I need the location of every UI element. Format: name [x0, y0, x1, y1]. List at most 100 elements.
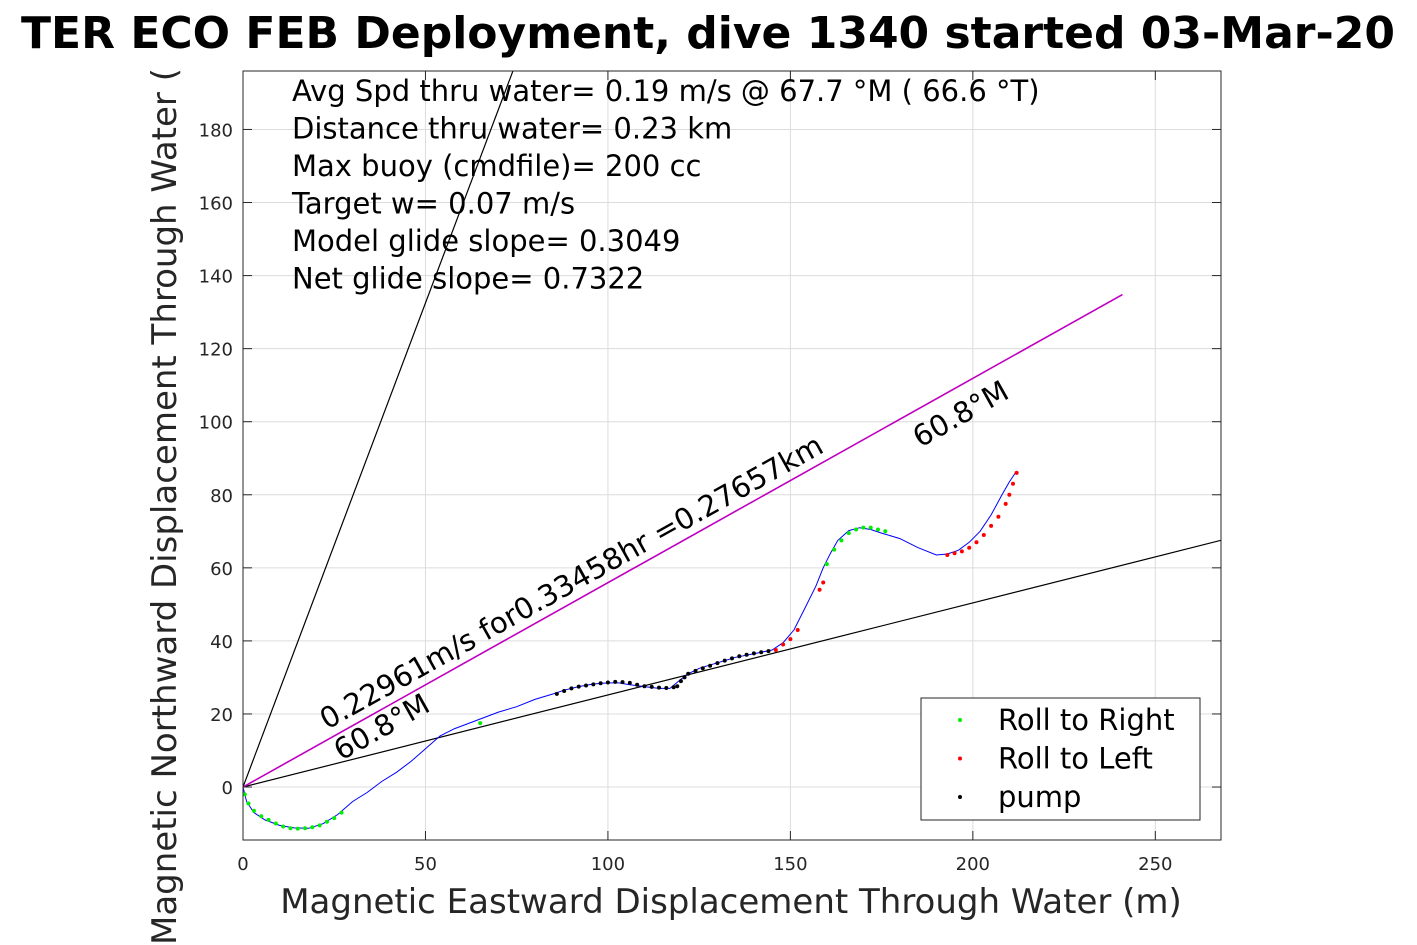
legend-label: pump — [998, 780, 1081, 814]
stats-annotation-line: Avg Spd thru water= 0.19 m/s @ 67.7 °M (… — [292, 74, 1040, 108]
chart-title: TER ECO FEB Deployment, dive 1340 starte… — [21, 8, 1395, 59]
roll-to-left-point — [952, 551, 957, 556]
y-tick-label: 180 — [199, 120, 233, 141]
roll-to-right-point — [832, 547, 837, 552]
roll-to-right-point — [310, 825, 315, 830]
x-tick-label: 200 — [956, 854, 990, 875]
y-axis-label: Magnetic Northward Displacement Through … — [145, 68, 185, 945]
legend-label: Roll to Left — [998, 742, 1153, 776]
stats-annotation-line: Target w= 0.07 m/s — [291, 187, 575, 221]
stats-annotation-line: Distance thru water= 0.23 km — [292, 112, 732, 146]
pump-point — [649, 684, 654, 689]
pump-point — [730, 656, 734, 661]
roll-to-left-point — [1003, 501, 1008, 506]
pump-point — [657, 685, 662, 690]
roll-to-right-point — [259, 814, 264, 819]
roll-to-right-point — [251, 808, 256, 813]
roll-to-right-point — [295, 826, 300, 831]
x-tick-label: 100 — [591, 854, 625, 875]
roll-to-right-point — [266, 817, 271, 822]
stats-annotation-line: Model glide slope= 0.3049 — [292, 224, 680, 258]
plot-frame — [242, 70, 1222, 841]
roll-to-right-point — [854, 527, 859, 532]
roll-to-right-point — [883, 529, 888, 534]
roll-to-right-point — [317, 823, 322, 828]
roll-to-left-point — [981, 532, 986, 537]
pump-point — [744, 652, 749, 657]
roll-to-right-point — [339, 810, 344, 815]
roll-to-right-point — [243, 792, 247, 797]
roll-to-left-point — [989, 523, 994, 528]
roll-to-left-point — [1010, 481, 1015, 486]
y-tick-label: 120 — [199, 340, 233, 361]
roll-to-left-point — [1014, 470, 1019, 475]
y-tick-label: 80 — [210, 486, 233, 507]
roll-to-left-point — [821, 580, 826, 585]
pump-point — [678, 679, 683, 684]
x-axis-label: Magnetic Eastward Displacement Through W… — [280, 882, 1182, 922]
y-tick-label: 20 — [210, 705, 233, 726]
pump-point — [693, 668, 698, 673]
pump-point — [766, 649, 771, 654]
pump-point — [576, 684, 581, 689]
pump-point — [751, 651, 756, 656]
pump-point — [759, 650, 764, 655]
legend: Roll to Right Roll to Left pump — [920, 697, 1201, 821]
roll-to-right-point — [824, 562, 829, 567]
pump-point — [715, 661, 720, 666]
roll-to-left-point — [996, 514, 1001, 519]
pump-point — [613, 679, 618, 684]
roll-to-right-point — [246, 801, 251, 806]
y-tick-label: 40 — [210, 632, 233, 653]
roll-to-left-point — [817, 587, 822, 592]
roll-to-right-point — [478, 721, 483, 726]
pump-point — [591, 682, 596, 687]
y-tick-label: 60 — [210, 559, 233, 580]
y-tick-label: 160 — [199, 194, 233, 215]
y-tick-label: 0 — [222, 778, 233, 799]
pump-point — [664, 686, 669, 691]
y-tick-label: 100 — [199, 413, 233, 434]
pump-point — [554, 691, 559, 696]
pump-point — [562, 688, 567, 693]
x-tick-label: 50 — [414, 854, 437, 875]
roll-to-right-point — [846, 531, 851, 536]
pump-point — [627, 680, 632, 685]
roll-to-right-point — [303, 826, 308, 831]
roll-to-right-point — [868, 525, 873, 530]
pump-point — [686, 671, 691, 676]
stats-annotation-line: Net glide slope= 0.7322 — [292, 262, 644, 296]
pump-point — [737, 654, 742, 659]
pump-point — [675, 684, 680, 689]
pump-point — [671, 685, 676, 690]
stats-annotations: Avg Spd thru water= 0.19 m/s @ 67.7 °M (… — [291, 74, 1040, 296]
glide-reference-line — [243, 539, 1221, 788]
y-tick-label: 140 — [199, 267, 233, 288]
roll-to-right-point — [875, 527, 880, 532]
pump-point — [700, 666, 705, 671]
roll-to-left-point — [795, 627, 800, 632]
roll-to-right-point — [281, 824, 286, 829]
heading-line — [243, 293, 1123, 788]
pump-point — [722, 658, 727, 663]
legend-marker — [958, 718, 962, 722]
roll-to-right-point — [324, 819, 329, 824]
roll-to-left-point — [781, 642, 786, 647]
pump-point — [605, 680, 610, 685]
roll-to-left-point — [974, 540, 979, 545]
legend-marker — [958, 756, 962, 761]
roll-to-left-point — [773, 648, 778, 653]
pump-point — [598, 681, 603, 686]
glide-reference-line — [243, 71, 514, 788]
legend-box — [920, 697, 1201, 821]
roll-to-left-point — [945, 553, 950, 558]
data-points — [243, 470, 1019, 831]
roll-to-left-point — [967, 545, 972, 550]
pump-point — [569, 686, 574, 691]
pump-point — [620, 680, 625, 685]
legend-label: Roll to Right — [998, 703, 1175, 737]
pump-point — [682, 675, 687, 680]
stats-annotation-line: Max buoy (cmdfile)= 200 cc — [292, 149, 701, 183]
roll-to-right-point — [861, 525, 866, 530]
